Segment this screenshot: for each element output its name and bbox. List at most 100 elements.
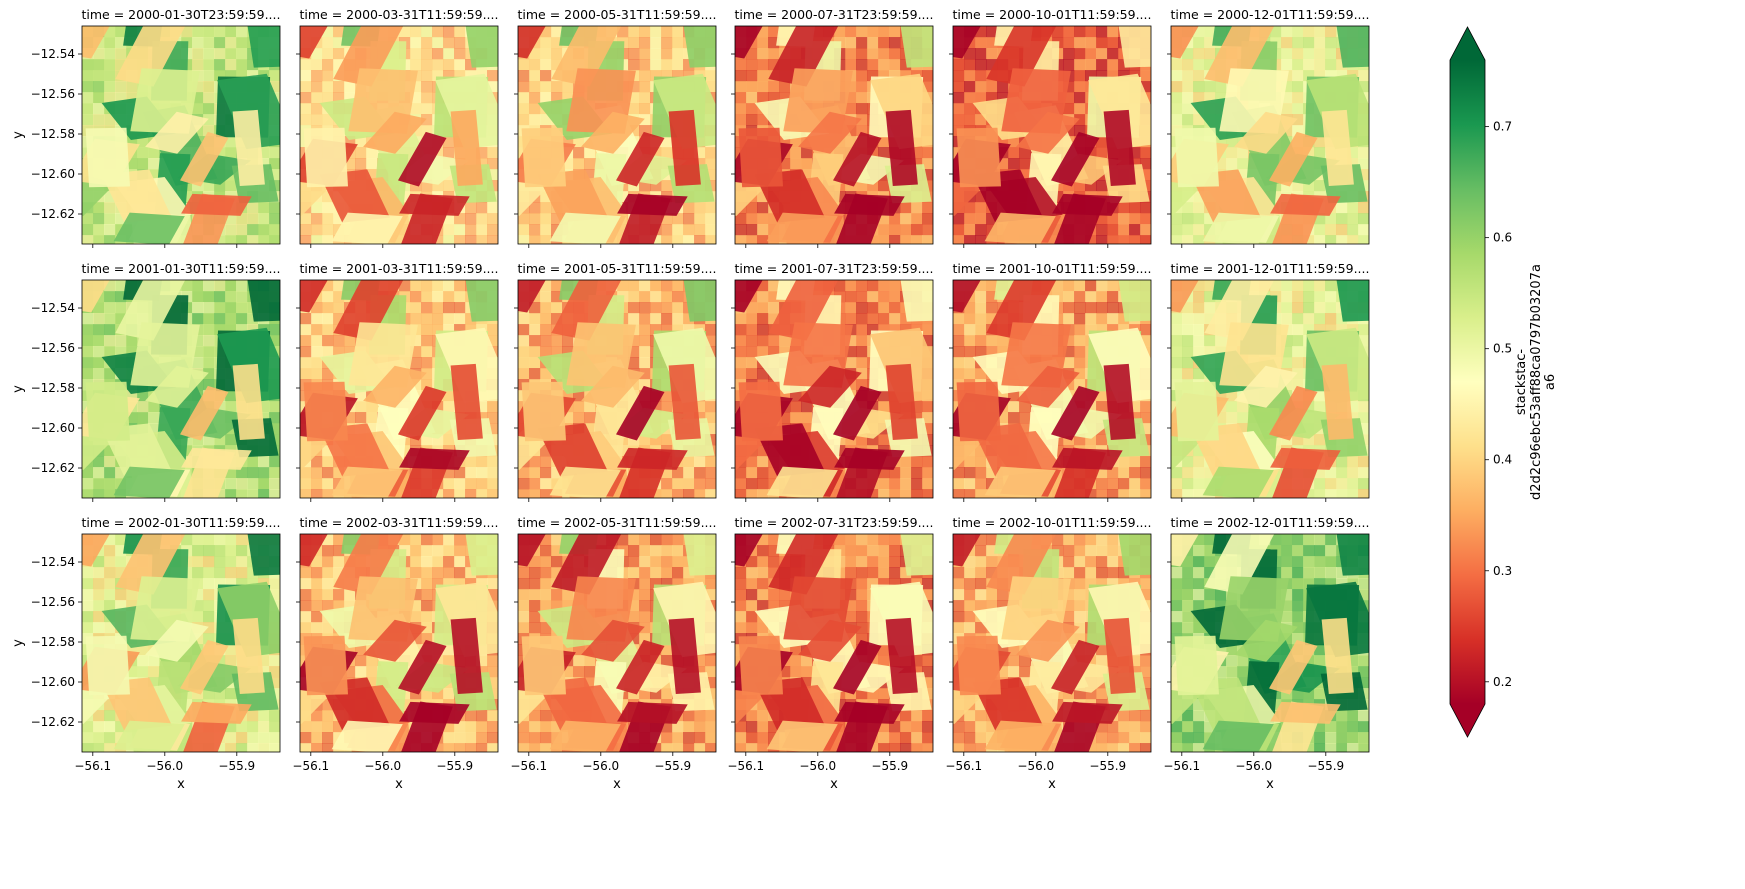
heatmap-cell xyxy=(986,92,998,104)
heatmap-cell xyxy=(518,467,530,479)
heatmap-cell xyxy=(1074,357,1086,369)
heatmap-cell xyxy=(1303,302,1315,314)
heatmap-cell xyxy=(465,313,477,325)
heatmap-cell xyxy=(779,335,791,347)
heatmap-cell xyxy=(672,26,684,38)
field-patch xyxy=(1118,26,1151,68)
heatmap-cell xyxy=(1096,401,1108,413)
heatmap-cell xyxy=(115,81,127,93)
field-patch xyxy=(1269,131,1318,187)
heatmap-cell xyxy=(1107,302,1119,314)
heatmap-cell xyxy=(1347,401,1359,413)
heatmap-cell xyxy=(746,114,758,126)
heatmap-cell xyxy=(683,59,695,71)
heatmap-cell xyxy=(1140,423,1151,435)
heatmap-cell xyxy=(705,158,716,170)
field-patch xyxy=(145,111,209,154)
heatmap-cell xyxy=(443,213,455,225)
heatmap-cell xyxy=(104,600,116,612)
field-patch xyxy=(1051,131,1100,187)
heatmap-cell xyxy=(529,302,541,314)
heatmap-cell xyxy=(975,59,987,71)
heatmap-cell xyxy=(1096,26,1108,38)
heatmap-cell xyxy=(705,335,716,347)
heatmap-cell xyxy=(1303,291,1315,303)
heatmap-cell xyxy=(1182,48,1194,60)
heatmap-cell xyxy=(1358,335,1369,347)
heatmap-cell xyxy=(856,70,868,82)
heatmap-cell xyxy=(1129,224,1141,236)
heatmap-cell xyxy=(1226,147,1238,159)
field-patch xyxy=(333,26,404,87)
heatmap-cell xyxy=(203,346,215,358)
field-patch xyxy=(232,363,265,440)
heatmap-cell xyxy=(443,489,455,498)
heatmap-cell xyxy=(1292,26,1304,38)
heatmap-cell xyxy=(333,335,345,347)
heatmap-cell xyxy=(1226,136,1238,148)
heatmap-cell xyxy=(432,313,444,325)
field-patch xyxy=(1051,385,1100,441)
heatmap-cell xyxy=(126,600,138,612)
heatmap-cell xyxy=(964,467,976,479)
heatmap-cell xyxy=(757,114,769,126)
heatmap-cell xyxy=(694,456,706,468)
heatmap-cell xyxy=(964,335,976,347)
heatmap-cell xyxy=(203,48,215,60)
heatmap-cell xyxy=(443,478,455,490)
heatmap-cell xyxy=(203,335,215,347)
heatmap-cell xyxy=(1085,280,1097,292)
field-patch xyxy=(303,127,348,188)
heatmap-cell xyxy=(203,26,215,38)
heatmap-cell xyxy=(269,456,280,468)
heatmap-cell xyxy=(322,224,334,236)
heatmap-cell xyxy=(1129,456,1141,468)
heatmap-cell xyxy=(300,489,312,498)
heatmap-cell xyxy=(1171,213,1183,225)
heatmap-cell xyxy=(757,70,769,82)
heatmap-cell xyxy=(225,280,237,292)
heatmap-cell xyxy=(247,489,259,498)
heatmap-cell xyxy=(93,302,105,314)
heatmap-cell xyxy=(1281,335,1293,347)
heatmap-cell xyxy=(705,169,716,181)
heatmap-cell xyxy=(1019,169,1031,181)
heatmap-cell xyxy=(834,191,846,203)
heatmap-cell xyxy=(1096,478,1108,490)
heatmap-cell xyxy=(214,489,226,498)
field-patch xyxy=(617,447,688,470)
heatmap-cell xyxy=(236,37,248,49)
field-patch xyxy=(551,280,622,341)
heatmap-cell xyxy=(1085,291,1097,303)
heatmap-cell xyxy=(661,48,673,60)
heatmap-cell xyxy=(889,478,901,490)
heatmap-cell xyxy=(192,556,204,568)
heatmap-cell xyxy=(986,26,998,38)
facet-panel: time = 2001-12-01T11:59:59.... xyxy=(1167,261,1369,502)
heatmap-cell xyxy=(465,489,477,498)
heatmap-cell xyxy=(432,180,444,192)
heatmap-cell xyxy=(953,478,965,490)
heatmap-cell xyxy=(1063,59,1075,71)
heatmap-cell xyxy=(410,48,422,60)
heatmap-cell xyxy=(889,235,901,244)
heatmap-cell xyxy=(867,26,879,38)
heatmap-cell xyxy=(639,357,651,369)
heatmap-cell xyxy=(258,235,270,244)
heatmap-cell xyxy=(997,158,1009,170)
heatmap-cell xyxy=(856,103,868,115)
field-patch xyxy=(738,127,783,188)
facet-panel: time = 2002-01-30T11:59:59....−12.54−12.… xyxy=(11,515,280,792)
heatmap-cell xyxy=(322,346,334,358)
heatmap-cell xyxy=(628,346,640,358)
heatmap-cell xyxy=(975,335,987,347)
heatmap-cell xyxy=(1008,147,1020,159)
heatmap-cell xyxy=(1107,48,1119,60)
field-patch xyxy=(953,26,981,59)
field-patch xyxy=(1103,109,1136,186)
heatmap-cell xyxy=(551,81,563,93)
heatmap-cell xyxy=(1085,489,1097,498)
heatmap-cell xyxy=(975,445,987,457)
heatmap-cell xyxy=(878,48,890,60)
heatmap-cell xyxy=(540,346,552,358)
